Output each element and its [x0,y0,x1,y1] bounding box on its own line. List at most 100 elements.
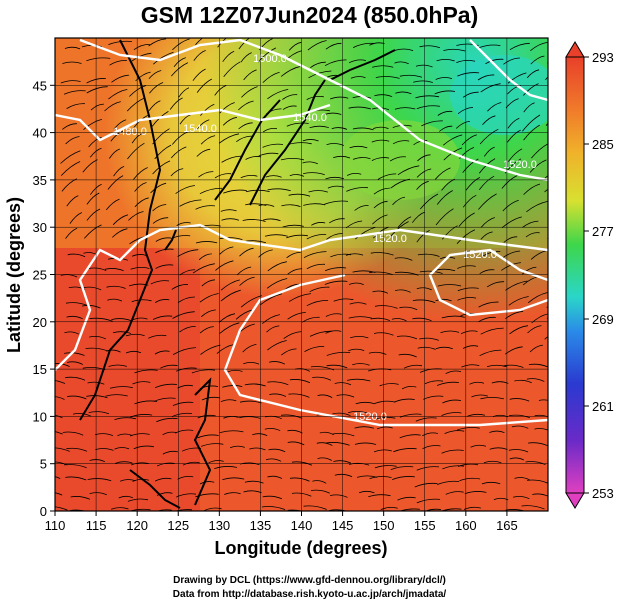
streamline [90,103,104,111]
streamline [422,445,441,450]
streamline [324,267,347,272]
streamline [176,222,191,226]
streamline [133,167,148,180]
streamline [374,305,398,309]
streamline [352,127,374,131]
streamline [348,106,372,110]
streamline [416,105,440,110]
streamline [509,325,529,335]
streamline [162,450,178,455]
streamline [239,247,254,257]
streamline [108,148,120,159]
streamline [192,68,206,81]
streamline [530,55,545,65]
streamline [244,383,266,387]
streamline [64,46,81,50]
streamline [109,386,133,389]
streamline [117,433,132,436]
streamline [549,207,565,212]
streamline [529,344,543,353]
streamline [435,77,453,80]
streamline [178,87,190,98]
streamline [503,57,520,65]
streamline [55,414,63,419]
x-tick-label: 140 [291,518,313,533]
x-tick-label: 130 [208,518,230,533]
streamline [544,188,548,193]
streamline [462,345,479,349]
streamline [527,292,548,304]
y-tick-label: 40 [33,126,47,141]
streamline [269,393,287,397]
streamline [134,182,147,192]
streamline [368,351,387,355]
streamline [462,91,479,98]
streamline [312,376,332,381]
streamline [511,425,529,429]
streamline [392,196,406,206]
streamline [457,297,477,301]
streamline [195,38,204,46]
streamline [311,222,326,226]
streamline [104,268,124,272]
streamline [309,125,329,129]
streamline [521,266,537,275]
streamline [326,233,343,240]
streamline [419,337,439,341]
streamline [65,227,78,239]
streamline [437,480,460,485]
streamline [434,167,451,180]
streamline [65,302,88,306]
streamline [111,74,130,83]
streamline [215,260,234,271]
streamline [487,102,502,112]
streamline [287,429,303,434]
streamline [506,129,521,143]
streamline [220,399,237,403]
coastline [129,469,181,509]
streamline [489,447,508,450]
streamline [265,458,282,462]
streamline [478,301,499,308]
streamline [199,481,215,485]
streamline [347,378,371,382]
streamline [132,317,148,321]
map-title: GSM 12Z07Jun2024 (850.0hPa) [140,2,479,28]
streamline [131,52,152,62]
streamline [286,252,301,259]
streamline [152,315,173,320]
streamline [457,265,476,269]
streamline [348,282,364,285]
streamline [375,76,400,79]
streamline [521,505,545,510]
streamline [317,457,332,461]
streamline [482,250,501,257]
streamline [239,276,255,286]
streamline [262,218,281,222]
streamline [548,82,564,97]
streamline [332,412,351,416]
streamline [156,492,173,496]
streamline [354,442,377,445]
streamline [86,86,108,94]
streamline [66,195,79,207]
streamline [480,83,501,93]
streamline [267,261,287,272]
streamline [415,417,437,422]
streamline [330,494,348,498]
streamline [437,110,453,116]
streamline [155,237,172,242]
streamline [376,426,393,430]
streamline [501,250,521,259]
streamline [509,398,530,402]
streamline [160,364,178,369]
streamline [262,127,277,133]
contour-label: 1520.0 [373,233,407,245]
streamline [280,65,301,77]
streamline [286,234,308,239]
streamline [265,175,282,178]
streamline [441,412,462,416]
streamline [471,394,489,398]
streamline [398,353,417,358]
